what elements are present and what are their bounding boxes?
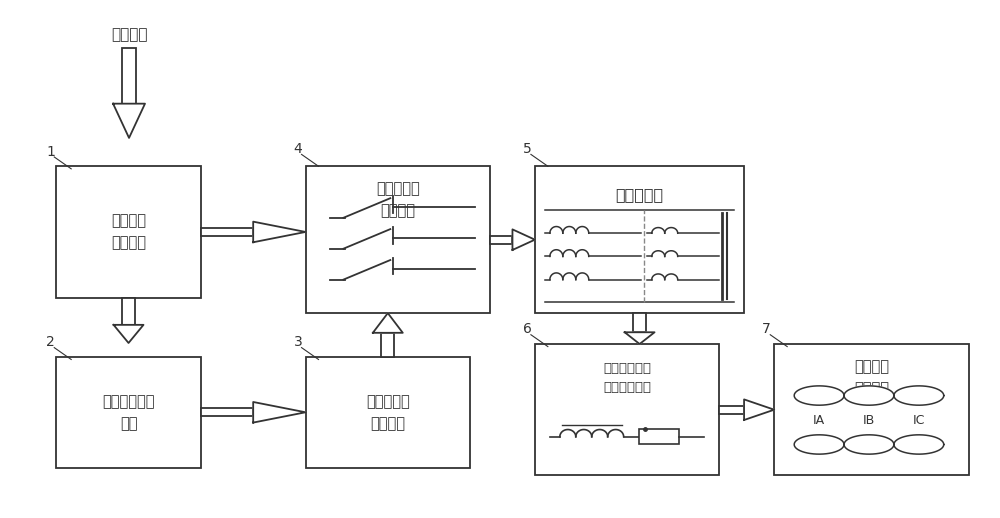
Text: 6: 6 [523,322,532,336]
Bar [639,429,679,444]
Text: 短路特性时间
常数调整电路: 短路特性时间 常数调整电路 [603,362,651,394]
Polygon shape [253,222,306,242]
Polygon shape [794,435,844,454]
Text: 4: 4 [294,142,302,156]
Bar [306,166,490,313]
Text: 三相变压器: 三相变压器 [616,187,664,202]
Bar [774,344,969,476]
Bar [56,166,201,298]
Text: 三相电源: 三相电源 [111,27,147,42]
Text: 初始短路角
调整电路: 初始短路角 调整电路 [366,394,410,431]
Bar [490,236,512,244]
Polygon shape [844,435,894,454]
Text: 三相变压器
控制电路: 三相变压器 控制电路 [376,181,420,219]
Bar [719,406,744,414]
Bar [201,228,253,236]
Text: IB: IB [863,413,875,426]
Polygon shape [625,332,655,344]
Text: IA: IA [813,413,825,426]
Text: 三相同步信号
电路: 三相同步信号 电路 [102,394,155,431]
Bar [56,357,201,468]
Polygon shape [373,313,403,333]
Bar [306,357,470,468]
Polygon shape [744,399,774,420]
Polygon shape [114,325,143,343]
Text: 3: 3 [294,335,302,349]
Bar [633,313,646,332]
Polygon shape [113,104,145,138]
Text: 5: 5 [523,142,532,156]
Polygon shape [253,402,306,423]
Polygon shape [894,435,944,454]
Bar [535,166,744,313]
Text: 7: 7 [762,322,771,336]
Text: 短路信号
输出电路: 短路信号 输出电路 [854,359,889,396]
Polygon shape [894,386,944,405]
Bar [122,298,135,325]
Bar [381,333,394,357]
Polygon shape [794,386,844,405]
Text: 三相电源
输入电路: 三相电源 输入电路 [111,213,146,251]
Polygon shape [844,386,894,405]
Text: 2: 2 [46,335,55,349]
Polygon shape [512,229,535,250]
Bar [535,344,719,476]
Text: IC: IC [913,413,925,426]
Text: 1: 1 [46,145,55,159]
Bar [201,408,253,416]
Bar [122,48,136,104]
